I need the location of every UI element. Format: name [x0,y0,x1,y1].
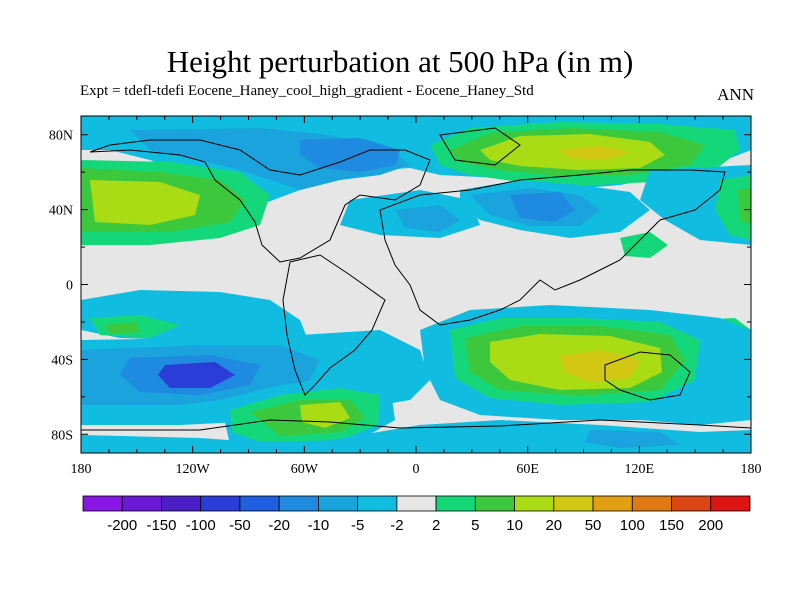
colorbar-label: 50 [585,517,602,534]
colorbar-swatch [671,495,712,512]
colorbar-swatch [318,495,359,512]
colorbar-label: 150 [659,517,684,534]
colorbar-swatch [631,495,672,512]
colorbar-swatch [121,495,162,512]
x-tick-label: 60W [291,462,319,477]
colorbar-swatch [592,495,633,512]
field-antarctic-cyan [81,420,751,453]
field-pacific-west-lightgreen [738,188,751,225]
colorbar-swatch [161,495,202,512]
field-south-indian-orange [560,350,640,382]
field-south-deepblue [158,362,235,388]
colorbar-swatch [239,495,280,512]
colorbar-label: -150 [146,517,176,534]
colorbar-swatch [396,495,437,512]
colorbar-label: 200 [698,517,723,534]
colorbar-swatch [553,495,594,512]
x-tick-label: 180 [741,462,762,477]
x-tick-label: 60E [516,462,539,477]
season-label: ANN [717,85,754,104]
colorbar-label: 10 [506,517,523,534]
y-tick-label: 80S [51,428,73,443]
colorbar-label: -50 [229,517,251,534]
colorbar-swatch [710,495,751,512]
field-pacific-east-yellow [90,180,200,225]
y-tick-label: 0 [66,279,73,294]
field-asia-orange [560,146,630,160]
colorbar-swatch [357,495,398,512]
field-pacific-tropic-lightgreen [105,322,140,334]
colorbar-swatch [278,495,319,512]
colorbar-swatch [514,495,555,512]
field-europe-blue [395,205,460,232]
map-field [81,116,751,453]
colorbar-swatch [200,495,241,512]
coast-north-america [89,139,431,263]
y-tick-label: 80N [49,129,73,144]
coast-antarctica [81,419,751,431]
map-tick-labels: 180 120W 60W 0 60E 120E 180 80N 40N 0 40S 80S [49,129,762,477]
colorbar-swatch [82,495,123,512]
field-antarctic-blue [585,430,680,448]
x-tick-label: 180 [71,462,92,477]
y-tick-label: 40N [49,204,73,219]
x-tick-label: 120W [176,462,211,477]
colorbar-swatch [435,495,476,512]
x-tick-label: 0 [413,462,420,477]
colorbar-label: 5 [471,517,479,534]
y-tick-label: 40S [51,353,73,368]
colorbar-swatch [474,495,515,512]
field-north-blue-dark [300,138,400,172]
colorbar-label: -100 [186,517,216,534]
coast-south-america [282,254,386,396]
coast-africa-eurasia [379,169,726,326]
colorbar-label: -20 [268,517,290,534]
colorbar-label: -10 [308,517,330,534]
colorbar-label: 100 [620,517,645,534]
x-tick-label: 120E [625,462,655,477]
field-asia-deepblue [510,192,575,222]
colorbar-label: -200 [107,517,137,534]
coastlines [81,127,751,431]
colorbar: -200 -150 -100 -50 -20 -10 -5 -2 2 5 10 20 50 100 150 2… [82,495,751,534]
plot-title: Height perturbation at 500 hPa (in m) [166,44,634,79]
map-ticks [80,116,752,453]
experiment-subtitle: Expt = tdefl-tdefi Eocene_Haney_cool_hig… [80,83,534,99]
coast-australia [604,351,691,401]
colorbar-label: -2 [390,517,403,534]
field-japan-green [620,232,668,258]
colorbar-label: 20 [545,517,562,534]
colorbar-label: -5 [351,517,364,534]
colorbar-label: 2 [432,517,440,534]
coast-greenland [439,127,521,166]
